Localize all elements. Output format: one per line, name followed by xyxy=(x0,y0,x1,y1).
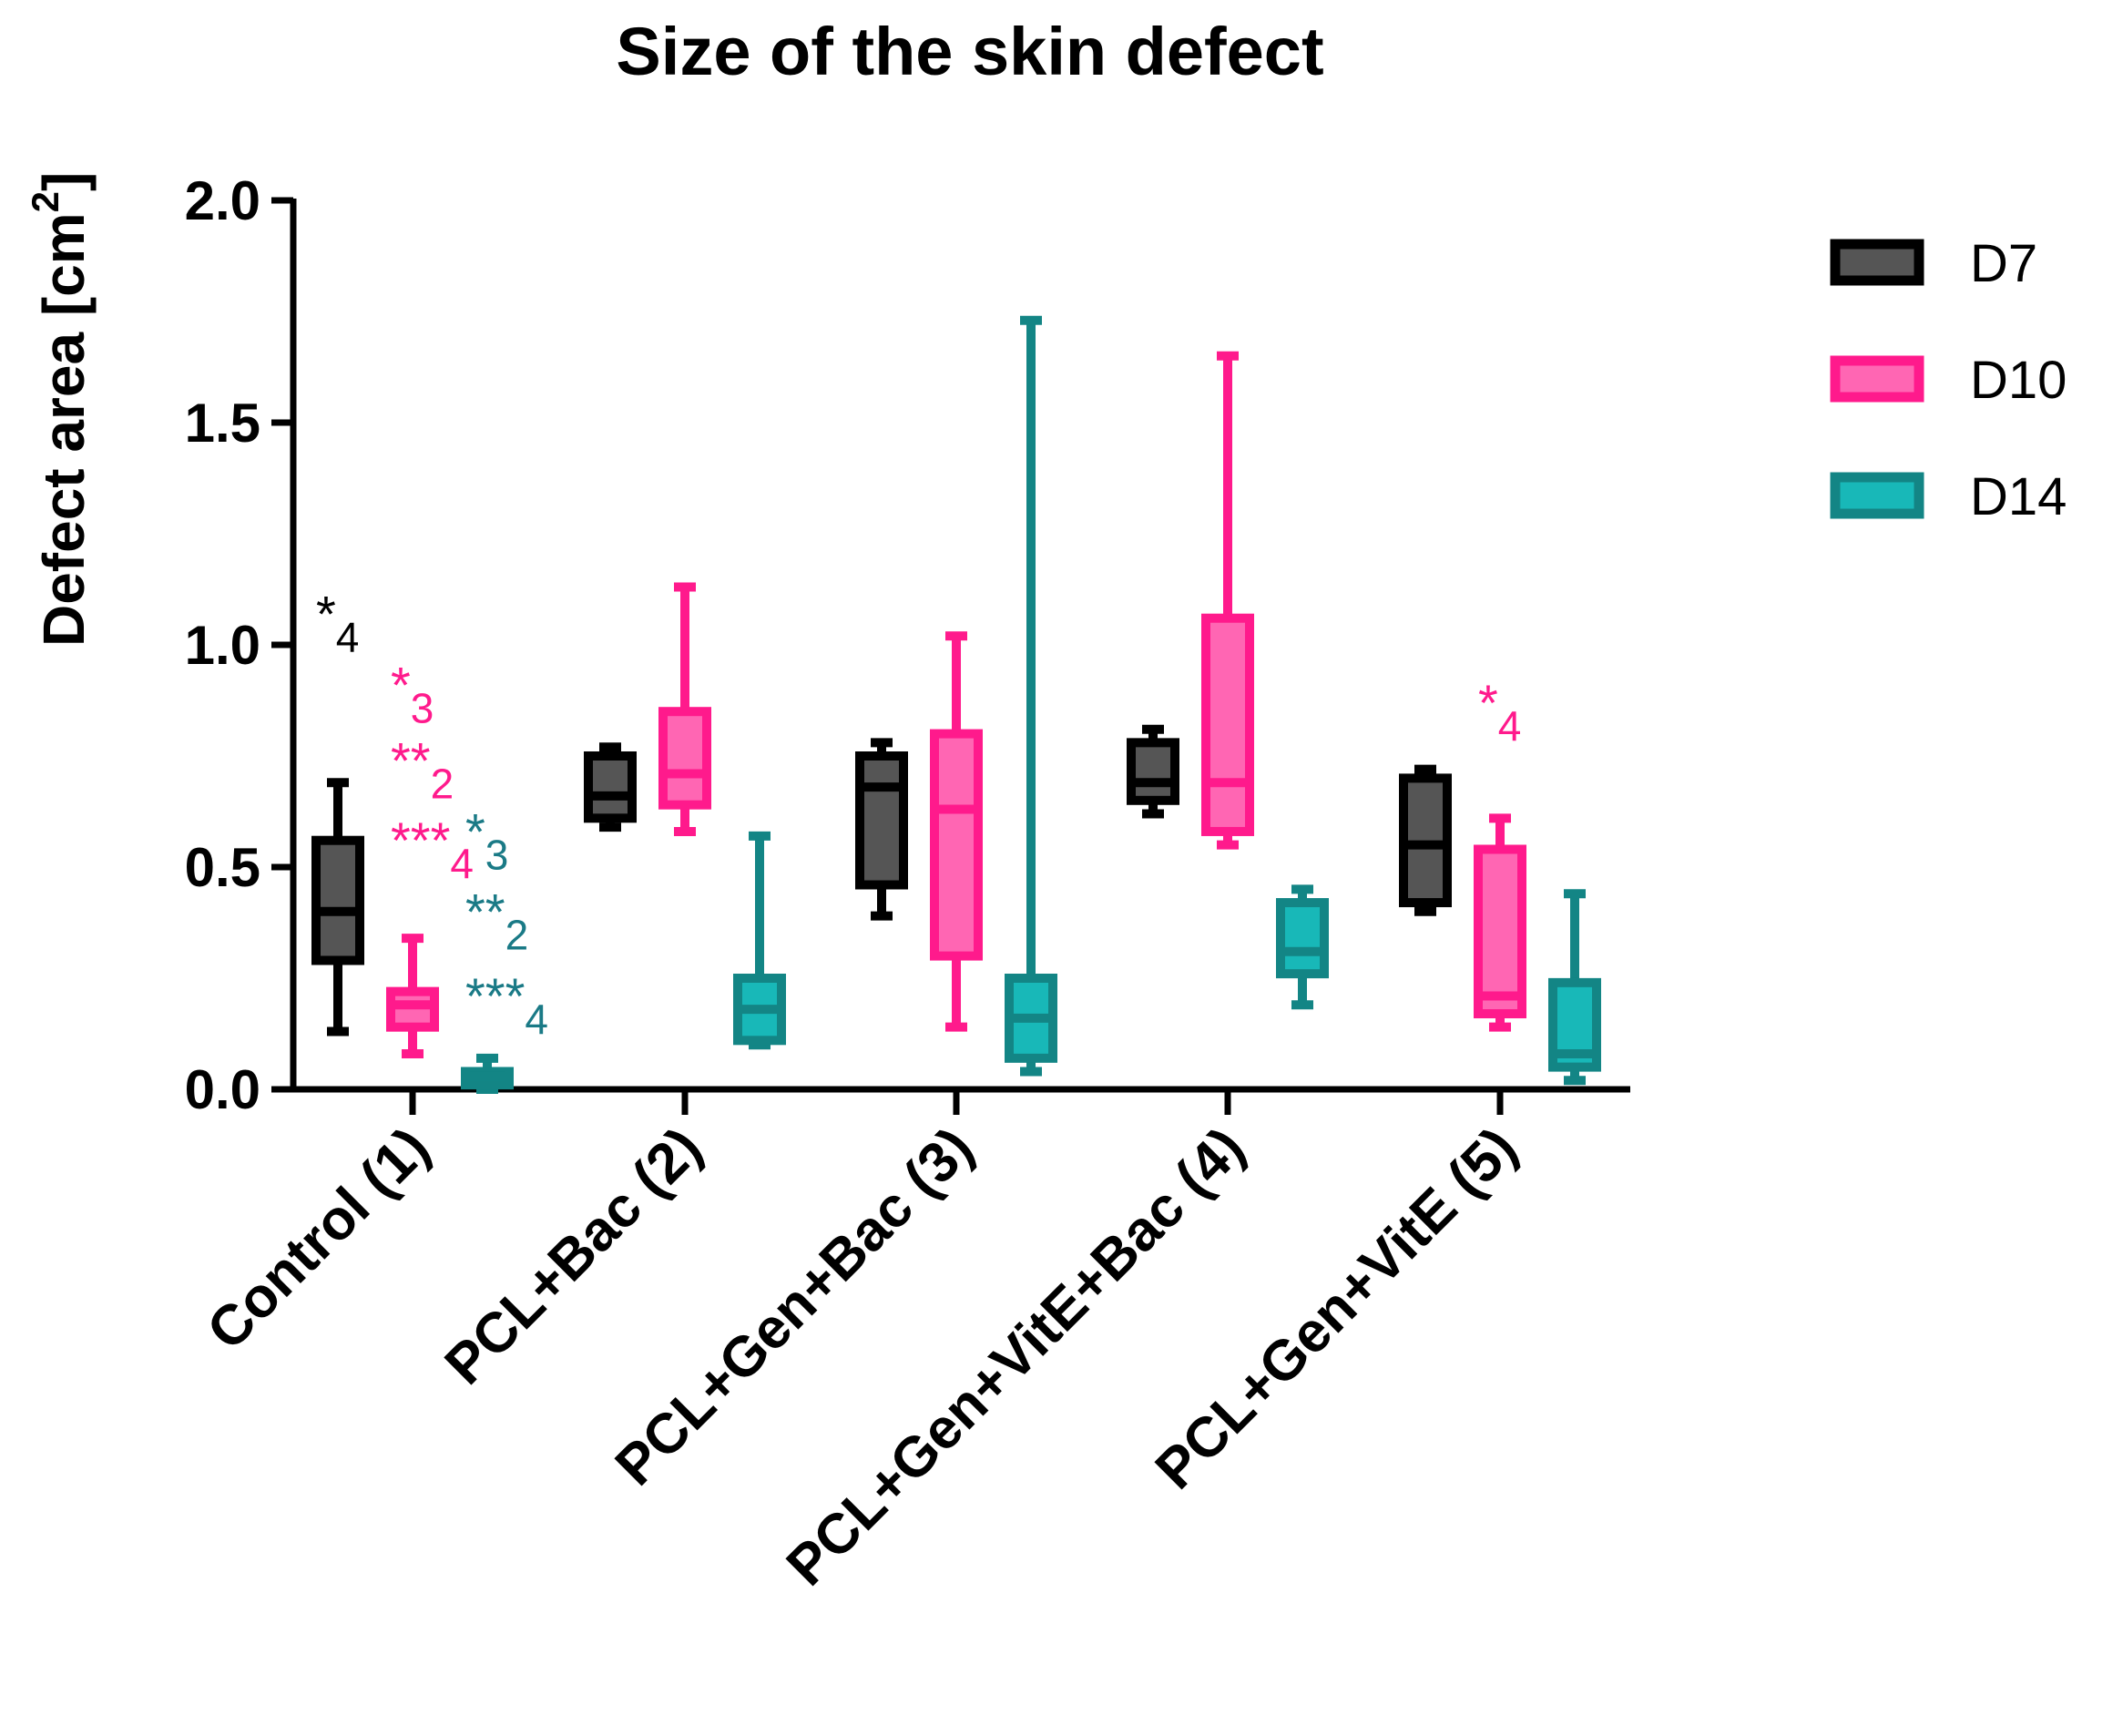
annotation-subscript: 2 xyxy=(505,911,529,958)
box-d14-1 xyxy=(461,1053,514,1094)
legend-label: D7 xyxy=(1970,234,2037,293)
annotation-stars: * xyxy=(465,802,485,860)
box-d14-4 xyxy=(1276,884,1329,1010)
box-iqr xyxy=(1127,738,1179,805)
box-d7-1 xyxy=(311,778,364,1036)
legend-item-d14: D14 xyxy=(1830,467,2067,526)
chart-title: Size of the skin defect xyxy=(616,14,1323,89)
annotation-subscript: 4 xyxy=(525,996,548,1043)
box-d14-3 xyxy=(1005,315,1057,1077)
legend: D7 D10 D14 xyxy=(1830,234,2067,526)
box-iqr xyxy=(855,751,908,890)
x-tick-label: PCL+Bac (2) xyxy=(434,1116,714,1396)
annotation-subscript: 3 xyxy=(485,831,509,878)
significance-annotation: ***4 xyxy=(465,967,548,1043)
box-d7-4 xyxy=(1127,724,1179,819)
box-d7-2 xyxy=(584,742,637,832)
annotation-stars: * xyxy=(1478,674,1498,731)
annotation-subscript: 4 xyxy=(1498,702,1522,750)
y-axis-title-end: ] xyxy=(31,172,97,191)
annotation-stars: * xyxy=(316,585,336,642)
annotation-stars: ** xyxy=(465,883,505,940)
significance-annotation: *3 xyxy=(391,656,434,731)
y-tick-label: 1.0 xyxy=(185,615,260,676)
significance-annotation: *4 xyxy=(316,585,359,660)
annotation-subscript: 3 xyxy=(411,684,434,731)
box-d14-5 xyxy=(1548,889,1601,1086)
y-tick-label: 2.0 xyxy=(185,170,260,231)
legend-item-d7: D7 xyxy=(1830,234,2037,293)
annotation-stars: * xyxy=(391,656,411,713)
legend-item-d10: D10 xyxy=(1830,351,2067,410)
legend-label: D14 xyxy=(1970,467,2067,526)
annotation-stars: *** xyxy=(391,812,450,869)
legend-swatch xyxy=(1830,472,1924,519)
box-iqr xyxy=(1474,844,1526,1019)
box-d10-5 xyxy=(1474,813,1526,1032)
y-tick-label: 1.5 xyxy=(185,393,260,454)
annotation-subscript: 4 xyxy=(336,613,360,660)
box-d7-3 xyxy=(855,738,908,921)
annotation-subscript: 2 xyxy=(431,760,454,807)
box-d10-4 xyxy=(1201,351,1254,850)
significance-annotation: **2 xyxy=(391,731,454,807)
box-iqr xyxy=(584,751,637,823)
y-axis-title: Defect area [cm2] xyxy=(24,172,97,647)
box-iqr xyxy=(1276,898,1329,979)
annotation-stars: ** xyxy=(391,731,431,789)
significance-annotation: ***4 xyxy=(391,812,474,887)
box-d10-1 xyxy=(386,934,439,1058)
legend-swatch xyxy=(1830,355,1924,403)
plot-area: 0.0 0.5 1.0 1.5 2.0 Control (1)PCL+Bac (2)PCL… xyxy=(185,170,1630,1598)
box-d10-3 xyxy=(930,631,983,1032)
x-tick-label: Control (1) xyxy=(196,1116,442,1362)
significance-annotation: *4 xyxy=(1478,674,1521,750)
box-d7-5 xyxy=(1399,764,1452,916)
box-d10-2 xyxy=(658,582,711,836)
box-iqr xyxy=(658,707,711,810)
y-tick-label: 0.0 xyxy=(185,1059,260,1120)
legend-label: D10 xyxy=(1970,351,2067,410)
y-axis-title-superscript: 2 xyxy=(24,191,66,212)
annotation-subscript: 4 xyxy=(450,840,474,887)
y-axis-title-main: Defect area [cm xyxy=(31,212,97,647)
significance-annotation: **2 xyxy=(465,883,528,958)
box-d14-2 xyxy=(733,831,786,1050)
significance-annotation: *3 xyxy=(465,802,508,878)
box-iqr xyxy=(1201,613,1254,836)
legend-swatch xyxy=(1830,239,1924,286)
y-tick-label: 0.5 xyxy=(185,837,260,898)
x-tick-label: PCL+Gen+VitE+Bac (4) xyxy=(775,1116,1257,1598)
box-iqr xyxy=(930,729,983,961)
annotation-stars: *** xyxy=(465,967,525,1025)
box-iqr xyxy=(311,835,364,965)
